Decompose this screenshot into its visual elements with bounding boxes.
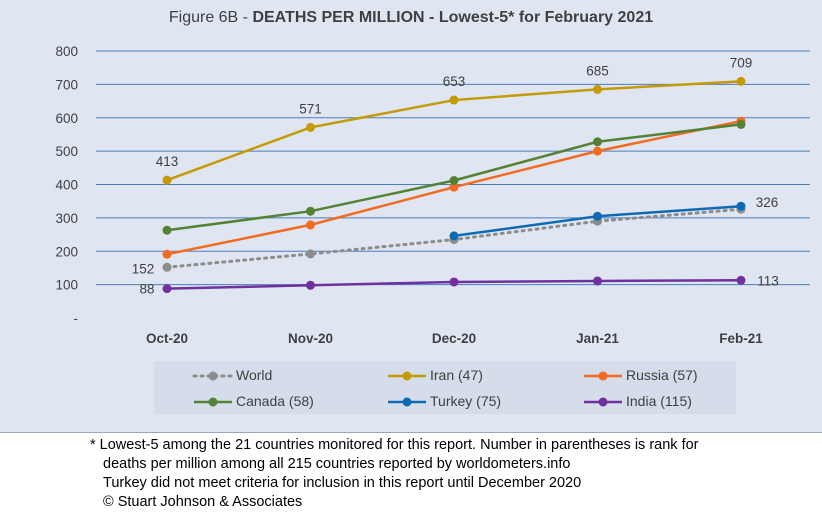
data-point-india: [306, 280, 315, 290]
data-point-iran: [593, 84, 602, 94]
data-point-canada: [449, 175, 459, 185]
legend-item-turkey: Turkey (75): [386, 391, 501, 411]
legend-swatch: [584, 397, 622, 407]
data-point-iran: [449, 95, 459, 105]
legend-item-india: India (115): [582, 391, 692, 411]
legend-swatch: [584, 371, 622, 381]
y-tick-label: 100: [55, 278, 78, 293]
data-point-russia: [449, 182, 459, 192]
footnote-line-1: * Lowest-5 among the 21 countries monito…: [90, 437, 699, 453]
data-point-india: [162, 284, 172, 294]
y-tick-label: 500: [55, 144, 78, 159]
data-label: 152: [132, 261, 155, 276]
legend-label: Canada (58): [236, 393, 314, 409]
x-tick-label: Feb-21: [719, 331, 763, 346]
data-label: 113: [757, 273, 779, 288]
legend-label: Iran (47): [430, 367, 483, 383]
data-point-turkey: [593, 211, 602, 221]
legend-label: Russia (57): [626, 367, 698, 383]
data-label: 88: [139, 282, 154, 297]
data-point-iran: [736, 76, 746, 86]
legend-label: Turkey (75): [430, 393, 502, 409]
y-tick-label: 300: [55, 211, 78, 226]
legend-label: India (115): [626, 393, 692, 409]
chart-legend: World Iran (47) Russia (57) Canada (58) Turk…: [154, 361, 736, 414]
data-point-iran: [306, 122, 315, 132]
legend-item-world: World: [192, 365, 272, 385]
data-point-turkey: [449, 231, 459, 241]
data-label: 653: [443, 74, 466, 89]
data-point-russia: [306, 220, 315, 230]
legend-swatch: [192, 371, 234, 381]
y-tick-label: 800: [55, 44, 78, 59]
y-tick-label: -: [74, 311, 79, 326]
x-tick-label: Oct-20: [146, 331, 188, 346]
chart-panel: [0, 0, 822, 433]
data-label: 571: [299, 101, 322, 116]
data-label: 685: [586, 63, 609, 78]
x-tick-label: Nov-20: [288, 331, 333, 346]
data-point-russia: [593, 146, 602, 156]
data-label: 326: [756, 195, 779, 210]
footnote-line-2: deaths per million among all 215 countri…: [103, 456, 571, 472]
legend-swatch: [194, 397, 232, 407]
footnote-line-4: © Stuart Johnson & Associates: [103, 494, 303, 510]
data-point-world: [306, 249, 315, 259]
line-chart: - 100 200 300 400 500 600 700 800 Oct-20 Nov-20 Dec…: [55, 44, 810, 346]
data-point-russia: [162, 249, 172, 259]
data-point-canada: [162, 225, 172, 235]
y-tick-label: 700: [55, 77, 78, 92]
footnote-line-3: Turkey did not meet criteria for inclusi…: [103, 475, 582, 491]
x-tick-label: Dec-20: [432, 331, 476, 346]
x-tick-label: Jan-21: [576, 331, 619, 346]
data-label: 413: [156, 154, 179, 169]
legend-label: World: [236, 367, 273, 383]
chart-title-prefix: Figure 6B -: [168, 9, 253, 26]
legend-swatch: [388, 371, 426, 381]
legend-swatch: [388, 397, 426, 407]
y-tick-label: 200: [55, 244, 78, 259]
data-point-india: [736, 275, 746, 285]
data-point-india: [449, 277, 459, 287]
legend-item-iran: Iran (47): [386, 365, 483, 385]
footnote: * Lowest-5 among the 21 countries monito…: [90, 436, 699, 512]
data-point-canada: [593, 137, 602, 147]
data-point-india: [593, 276, 602, 286]
data-label: 709: [730, 55, 753, 70]
data-point-canada: [736, 119, 746, 129]
legend-item-canada: Canada (58): [192, 391, 314, 411]
y-tick-label: 400: [55, 178, 78, 193]
legend-item-russia: Russia (57): [582, 365, 698, 385]
y-tick-label: 600: [55, 111, 78, 126]
chart-title-main: DEATHS PER MILLION - Lowest-5* for Febru…: [252, 9, 654, 26]
data-point-canada: [306, 206, 315, 216]
data-point-iran: [162, 175, 172, 185]
data-point-turkey: [736, 201, 746, 211]
chart-title: Figure 6B - DEATHS PER MILLION - Lowest-…: [0, 9, 822, 27]
data-point-world: [162, 262, 172, 272]
